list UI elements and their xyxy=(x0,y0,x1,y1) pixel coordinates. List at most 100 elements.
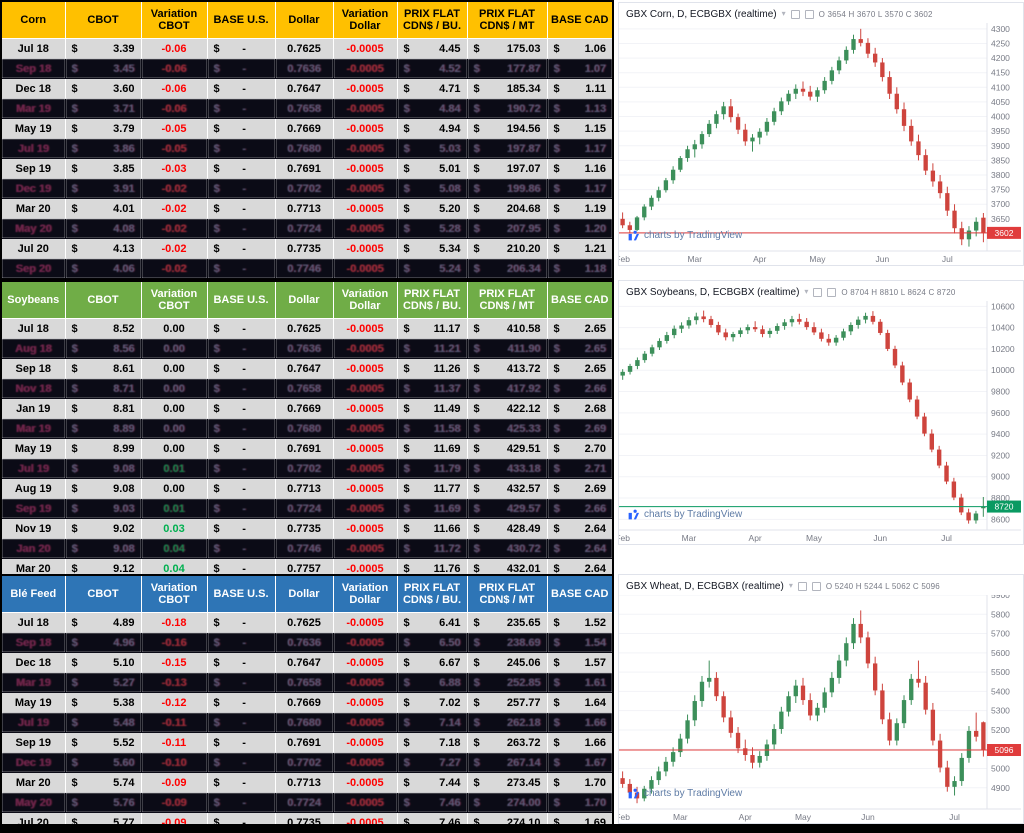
cell-base_cad[interactable]: $1.61 xyxy=(546,672,614,693)
chart-tool-icon[interactable] xyxy=(813,287,823,297)
tradingview-attribution[interactable]: charts by TradingView xyxy=(627,508,742,521)
column-header-base_us[interactable]: BASE U.S. xyxy=(206,0,276,39)
cell-prix_mt[interactable]: $207.95 xyxy=(466,218,548,239)
cell-var_cbot[interactable]: -0.02 xyxy=(140,178,208,199)
row-month-label[interactable]: May 19 xyxy=(0,438,66,459)
cell-base_us[interactable]: $ - xyxy=(206,38,276,59)
cell-cbot[interactable]: $3.91 xyxy=(64,178,142,199)
cell-var_dollar[interactable]: -0.0005 xyxy=(332,398,398,419)
row-month-label[interactable]: Dec 18 xyxy=(0,652,66,673)
cell-base_us[interactable]: $ - xyxy=(206,612,276,633)
cell-var_dollar[interactable]: -0.0005 xyxy=(332,378,398,399)
cell-base_us[interactable]: $ - xyxy=(206,478,276,499)
cell-cbot[interactable]: $5.76 xyxy=(64,792,142,813)
cell-base_us[interactable]: $ - xyxy=(206,258,276,280)
column-header-var_cbot[interactable]: Variation CBOT xyxy=(140,280,208,319)
cell-base_us[interactable]: $ - xyxy=(206,338,276,359)
cell-prix_bu[interactable]: $5.28 xyxy=(396,218,468,239)
cell-base_us[interactable]: $ - xyxy=(206,198,276,219)
cell-dollar[interactable]: 0.7658 xyxy=(274,378,334,399)
cell-var_cbot[interactable]: -0.06 xyxy=(140,38,208,59)
cell-cbot[interactable]: $4.13 xyxy=(64,238,142,259)
cell-base_cad[interactable]: $1.70 xyxy=(546,772,614,793)
cell-cbot[interactable]: $8.71 xyxy=(64,378,142,399)
cell-var_cbot[interactable]: -0.16 xyxy=(140,632,208,653)
cell-var_cbot[interactable]: -0.10 xyxy=(140,752,208,773)
cell-prix_mt[interactable]: $430.72 xyxy=(466,538,548,559)
cell-var_dollar[interactable]: -0.0005 xyxy=(332,692,398,713)
cell-var_dollar[interactable]: -0.0005 xyxy=(332,138,398,159)
column-header-base_us[interactable]: BASE U.S. xyxy=(206,574,276,613)
cell-base_us[interactable]: $ - xyxy=(206,712,276,733)
column-header-prix_mt[interactable]: PRIX FLAT CDN$ / MT xyxy=(466,0,548,39)
cell-prix_bu[interactable]: $11.49 xyxy=(396,398,468,419)
cell-prix_mt[interactable]: $433.18 xyxy=(466,458,548,479)
column-header-cbot[interactable]: CBOT xyxy=(64,0,142,39)
cell-var_cbot[interactable]: 0.00 xyxy=(140,378,208,399)
cell-var_dollar[interactable]: -0.0005 xyxy=(332,752,398,773)
corn-chart-canvas[interactable]: 4300 4250 4200 4150 4100 4050 4000 3950 3900 3850… xyxy=(619,23,1021,265)
row-month-label[interactable]: Sep 18 xyxy=(0,632,66,653)
cell-prix_mt[interactable]: $413.72 xyxy=(466,358,548,379)
cell-base_cad[interactable]: $1.16 xyxy=(546,158,614,179)
cell-base_cad[interactable]: $2.66 xyxy=(546,498,614,519)
cell-prix_bu[interactable]: $11.79 xyxy=(396,458,468,479)
cell-base_cad[interactable]: $1.70 xyxy=(546,792,614,813)
row-month-label[interactable]: Sep 19 xyxy=(0,158,66,179)
cell-cbot[interactable]: $8.61 xyxy=(64,358,142,379)
row-month-label[interactable]: Aug 18 xyxy=(0,338,66,359)
row-month-label[interactable]: Jul 18 xyxy=(0,38,66,59)
cell-dollar[interactable]: 0.7647 xyxy=(274,652,334,673)
row-month-label[interactable]: Jan 20 xyxy=(0,538,66,559)
column-header-dollar[interactable]: Dollar xyxy=(274,0,334,39)
cell-prix_bu[interactable]: $4.84 xyxy=(396,98,468,119)
cell-var_cbot[interactable]: -0.02 xyxy=(140,198,208,219)
cell-cbot[interactable]: $5.74 xyxy=(64,772,142,793)
cell-var_dollar[interactable]: -0.0005 xyxy=(332,498,398,519)
cell-dollar[interactable]: 0.7680 xyxy=(274,712,334,733)
cell-base_cad[interactable]: $1.20 xyxy=(546,218,614,239)
cell-prix_mt[interactable]: $194.56 xyxy=(466,118,548,139)
cell-var_cbot[interactable]: -0.05 xyxy=(140,118,208,139)
cell-prix_bu[interactable]: $11.58 xyxy=(396,418,468,439)
cell-cbot[interactable]: $4.01 xyxy=(64,198,142,219)
cell-cbot[interactable]: $4.89 xyxy=(64,612,142,633)
cell-var_cbot[interactable]: -0.13 xyxy=(140,672,208,693)
cell-var_dollar[interactable]: -0.0005 xyxy=(332,772,398,793)
cell-prix_bu[interactable]: $11.69 xyxy=(396,438,468,459)
table-title[interactable]: Soybeans xyxy=(0,280,66,319)
cell-base_cad[interactable]: $1.07 xyxy=(546,58,614,79)
chart-tool-icon[interactable] xyxy=(790,9,800,19)
cell-dollar[interactable]: 0.7724 xyxy=(274,218,334,239)
cell-prix_mt[interactable]: $204.68 xyxy=(466,198,548,219)
cell-prix_bu[interactable]: $6.50 xyxy=(396,632,468,653)
cell-var_dollar[interactable]: -0.0005 xyxy=(332,418,398,439)
row-month-label[interactable]: Sep 19 xyxy=(0,732,66,753)
cell-prix_mt[interactable]: $235.65 xyxy=(466,612,548,633)
row-month-label[interactable]: May 19 xyxy=(0,692,66,713)
cell-cbot[interactable]: $9.02 xyxy=(64,518,142,539)
tradingview-attribution[interactable]: charts by TradingView xyxy=(627,787,742,800)
row-month-label[interactable]: Jan 19 xyxy=(0,398,66,419)
cell-var_dollar[interactable]: -0.0005 xyxy=(332,218,398,239)
cell-base_cad[interactable]: $1.21 xyxy=(546,238,614,259)
cell-prix_bu[interactable]: $5.01 xyxy=(396,158,468,179)
cell-base_cad[interactable]: $2.69 xyxy=(546,418,614,439)
cell-cbot[interactable]: $8.99 xyxy=(64,438,142,459)
cell-base_cad[interactable]: $2.65 xyxy=(546,358,614,379)
cell-cbot[interactable]: $9.08 xyxy=(64,538,142,559)
cell-var_cbot[interactable]: -0.11 xyxy=(140,712,208,733)
cell-base_cad[interactable]: $1.15 xyxy=(546,118,614,139)
cell-cbot[interactable]: $5.10 xyxy=(64,652,142,673)
cell-var_cbot[interactable]: 0.01 xyxy=(140,458,208,479)
cell-var_cbot[interactable]: -0.11 xyxy=(140,732,208,753)
cell-var_cbot[interactable]: -0.09 xyxy=(140,772,208,793)
cell-dollar[interactable]: 0.7669 xyxy=(274,692,334,713)
cell-cbot[interactable]: $4.96 xyxy=(64,632,142,653)
cell-base_us[interactable]: $ - xyxy=(206,158,276,179)
cell-var_dollar[interactable]: -0.0005 xyxy=(332,458,398,479)
cell-prix_bu[interactable]: $11.77 xyxy=(396,478,468,499)
row-month-label[interactable]: Nov 19 xyxy=(0,518,66,539)
cell-base_cad[interactable]: $2.65 xyxy=(546,318,614,339)
column-header-var_dollar[interactable]: Variation Dollar xyxy=(332,0,398,39)
